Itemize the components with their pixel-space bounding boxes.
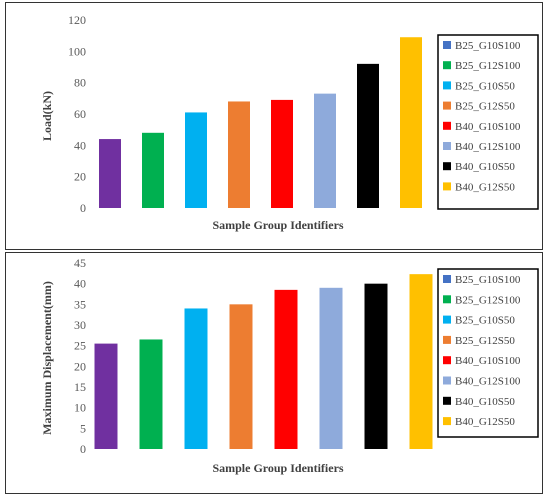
y-axis-title: Load(kN) bbox=[40, 91, 54, 141]
legend-swatch bbox=[443, 417, 451, 426]
y-tick-label: 0 bbox=[80, 201, 86, 215]
bar bbox=[364, 283, 388, 449]
bar bbox=[409, 274, 433, 449]
legend-swatch bbox=[443, 315, 451, 324]
bars bbox=[94, 274, 433, 449]
legend-label: B25_G10S100 bbox=[455, 274, 521, 286]
bar bbox=[142, 132, 164, 208]
legend-swatch bbox=[443, 81, 451, 90]
bar bbox=[184, 308, 208, 449]
legend-label: B40_G12S50 bbox=[455, 416, 515, 428]
legend-label: B40_G10S100 bbox=[455, 121, 521, 133]
legend-box bbox=[437, 268, 539, 438]
legend-swatch bbox=[443, 142, 451, 150]
legend: B25_G10S100 B25_G12S100 B25_G10S50 B25_G12S… bbox=[437, 34, 539, 210]
y-tick-label: 10 bbox=[74, 401, 86, 415]
legend-label: B40_G10S50 bbox=[455, 161, 515, 173]
legend-label: B40_G12S100 bbox=[455, 376, 521, 388]
y-tick-label: 30 bbox=[74, 318, 86, 332]
y-tick-label: 45 bbox=[74, 256, 86, 270]
bar bbox=[229, 304, 253, 449]
bar bbox=[228, 101, 250, 208]
bar bbox=[274, 289, 298, 449]
y-tick-label: 5 bbox=[80, 421, 86, 435]
y-tick-label: 60 bbox=[74, 107, 86, 121]
y-tick-label: 100 bbox=[68, 44, 86, 58]
bar bbox=[139, 339, 163, 449]
displacement-chart-panel: 0 5 10 15 20 25 30 35 40 45 Sample Group Identifi… bbox=[5, 252, 543, 494]
y-tick-label: 120 bbox=[68, 13, 86, 27]
bar bbox=[357, 63, 379, 208]
legend-swatch bbox=[443, 162, 451, 171]
legend-swatch bbox=[443, 396, 451, 405]
legend-swatch bbox=[443, 101, 451, 110]
load-chart-panel: 0 20 40 60 80 100 120 Sample Group Identifiers… bbox=[5, 2, 543, 250]
y-axis-title: Maximum Displacement(mm) bbox=[40, 281, 54, 435]
legend-swatch bbox=[443, 376, 451, 385]
y-axis-ticks: 0 20 40 60 80 100 120 bbox=[68, 13, 86, 215]
legend-label: B25_G10S50 bbox=[455, 80, 515, 92]
legend-swatch bbox=[443, 182, 451, 191]
y-tick-label: 20 bbox=[74, 170, 86, 184]
legend-label: B25_G10S100 bbox=[455, 40, 521, 52]
bars bbox=[99, 37, 422, 208]
legend-label: B25_G12S50 bbox=[455, 335, 515, 347]
load-chart: 0 20 40 60 80 100 120 Sample Group Identifiers… bbox=[40, 13, 539, 232]
y-tick-label: 80 bbox=[74, 76, 86, 90]
x-axis-title: Sample Group Identifiers bbox=[212, 218, 343, 232]
y-tick-label: 0 bbox=[80, 442, 86, 456]
legend-swatch bbox=[443, 295, 451, 304]
legend-box bbox=[437, 34, 539, 210]
y-tick-label: 20 bbox=[74, 359, 86, 373]
bar bbox=[400, 37, 422, 208]
y-tick-label: 40 bbox=[74, 277, 86, 291]
legend-swatch bbox=[443, 275, 451, 283]
y-tick-label: 25 bbox=[74, 339, 86, 353]
displacement-chart: 0 5 10 15 20 25 30 35 40 45 Sample Group Identifi… bbox=[40, 256, 539, 475]
x-axis-title: Sample Group Identifiers bbox=[212, 461, 343, 475]
legend-label: B40_G10S50 bbox=[455, 396, 515, 408]
bar bbox=[94, 343, 118, 449]
legend-label: B25_G12S100 bbox=[455, 294, 521, 306]
legend-swatch bbox=[443, 41, 451, 49]
bar bbox=[99, 139, 121, 208]
bar bbox=[314, 93, 336, 208]
legend-label: B25_G12S100 bbox=[455, 60, 521, 72]
y-tick-label: 40 bbox=[74, 138, 86, 152]
y-tick-label: 35 bbox=[74, 297, 86, 311]
legend: B25_G10S100 B25_G12S100 B25_G10S50 B25_G12S… bbox=[437, 268, 539, 438]
y-tick-label: 15 bbox=[74, 380, 86, 394]
legend-swatch bbox=[443, 356, 451, 365]
legend-swatch bbox=[443, 121, 451, 130]
legend-label: B40_G10S100 bbox=[455, 355, 521, 367]
legend-label: B25_G10S50 bbox=[455, 315, 515, 327]
legend-swatch bbox=[443, 335, 451, 344]
legend-label: B40_G12S50 bbox=[455, 181, 515, 193]
legend-label: B40_G12S100 bbox=[455, 141, 521, 153]
y-axis-ticks: 0 5 10 15 20 25 30 35 40 45 bbox=[74, 256, 86, 456]
legend-swatch bbox=[443, 61, 451, 70]
bar bbox=[319, 287, 343, 449]
legend-label: B25_G12S50 bbox=[455, 101, 515, 113]
bar bbox=[185, 112, 207, 208]
bar bbox=[271, 99, 293, 208]
